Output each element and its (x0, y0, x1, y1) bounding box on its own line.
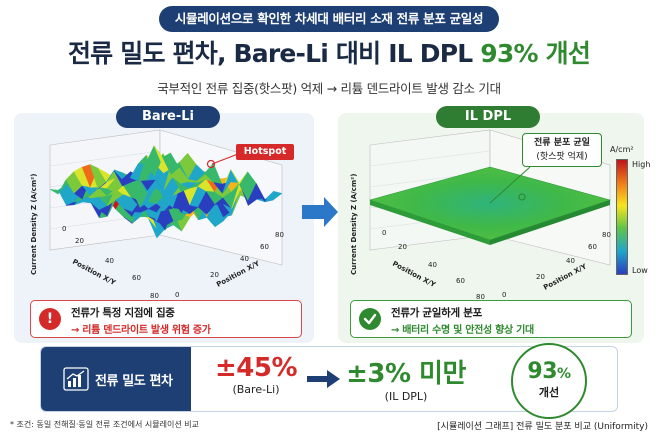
headline: 전류 밀도 편차, Bare-Li 대비 IL DPL 93% 개선 (0, 34, 658, 70)
left-tick-b0: 0 (175, 291, 179, 299)
right-tick-b2: 40 (566, 257, 575, 265)
left-tick-a1: 20 (75, 237, 84, 245)
graph-caption: [시뮬레이션 그래프] 전류 밀도 분포 비교 (Uniformity) (437, 422, 648, 432)
left-tick-a4: 80 (150, 292, 159, 300)
right-tick-a1: 20 (398, 243, 407, 251)
right-tick-b3: 60 (588, 243, 597, 251)
exclamation-icon: ! (39, 308, 61, 330)
bare-li-info-title: 전류가 특정 지점에 집중 (71, 307, 175, 319)
bare-li-info-box: ! 전류가 특정 지점에 집중 → 리튬 덴드라이트 발생 위험 증가 (30, 300, 302, 338)
left-tick-b2: 40 (240, 255, 249, 263)
left-z-axis-label: Current Density Z (A/cm²) (30, 174, 38, 275)
il-dpl-surface-plot: Current Density Z (A/cm²) Position X/Y P… (350, 129, 612, 301)
right-y-axis-label: Position X/Y (542, 262, 589, 292)
il-dpl-value: ±3% 미만 (346, 359, 466, 389)
il-dpl-stat: ±3% 미만 (IL DPL) (341, 353, 471, 403)
colorbar-gradient (616, 159, 628, 275)
bare-li-info-detail: → 리튬 덴드라이트 발생 위험 증가 (71, 325, 211, 336)
colorbar-legend: A/cm² High Low (604, 145, 654, 285)
improvement-unit: % (557, 366, 571, 382)
right-tick-b4: 80 (602, 231, 611, 239)
right-tick-b1: 20 (536, 273, 545, 281)
hotspot-pointer (206, 153, 239, 168)
il-dpl-name: (IL DPL) (384, 390, 428, 403)
improvement-label: 개선 (538, 386, 560, 399)
right-tick-b0: 0 (502, 291, 506, 299)
left-tick-b4: 80 (275, 231, 284, 239)
header-pill: 시뮬레이션으로 확인한 차세대 배터리 소재 전류 분포 균일성 (159, 6, 499, 32)
condition-footnote: * 조건: 동일 전해질·동일 전류 조건에서 시뮬레이션 비교 (10, 420, 199, 429)
left-tick-a2: 40 (105, 257, 114, 265)
bare-li-name: (Bare-Li) (232, 383, 280, 396)
il-dpl-info-detail: → 배터리 수명 및 안전성 향상 기대 (391, 325, 534, 336)
check-icon (359, 308, 381, 330)
colorbar-high-label: High (632, 160, 651, 169)
right-z-axis-label: Current Density Z (A/cm²) (350, 174, 358, 275)
left-tick-b3: 60 (260, 243, 269, 251)
uniform-callout: 전류 분포 균일 (핫스팟 억제) (522, 133, 602, 167)
bar-chart-icon (63, 367, 89, 391)
left-y-axis-label: Position X/Y (215, 259, 262, 289)
right-tick-a0: 0 (382, 229, 386, 237)
il-dpl-info-title: 전류가 균일하게 분포 (391, 307, 482, 319)
improvement-badge: 93% 개선 (511, 343, 587, 419)
headline-accent: 93% 개선 (480, 39, 591, 68)
summary-label-block: 전류 밀도 편차 (41, 347, 191, 411)
right-tick-a4: 80 (476, 293, 485, 301)
uniform-callout-line1: 전류 분포 균일 (534, 138, 590, 148)
headline-main: 전류 밀도 편차, Bare-Li 대비 IL DPL (67, 39, 481, 68)
il-dpl-info-box: 전류가 균일하게 분포 → 배터리 수명 및 안전성 향상 기대 (350, 300, 632, 338)
bare-li-surface-plot: Current Density Z (A/cm²) Position X/Y P… (30, 129, 284, 300)
left-tick-a3: 60 (132, 274, 141, 282)
summary-label: 전류 밀도 편차 (95, 374, 173, 389)
bare-li-value: ±45% (214, 353, 298, 383)
uniform-callout-line2: (핫스팟 억제) (536, 152, 588, 162)
left-tick-b1: 20 (210, 271, 219, 279)
hotspot-label: Hotspot (236, 144, 294, 160)
il-dpl-tag: IL DPL (436, 106, 540, 128)
left-tick-a0: 0 (62, 225, 66, 233)
subheadline: 국부적인 전류 집중(핫스팟) 억제 → 리튬 덴드라이트 발생 감소 기대 (157, 81, 501, 96)
colorbar-low-label: Low (632, 266, 648, 275)
transition-arrow-icon (302, 197, 338, 227)
improvement-number: 93 (527, 359, 558, 384)
right-tick-a3: 60 (456, 277, 465, 285)
summary-arrow-icon (307, 370, 340, 388)
bare-li-tag: Bare-Li (116, 106, 220, 128)
summary-bar: 전류 밀도 편차 ±45% (Bare-Li) ±3% 미만 (IL DPL) … (40, 343, 618, 419)
bare-li-stat: ±45% (Bare-Li) (201, 353, 311, 396)
colorbar-unit: A/cm² (610, 145, 634, 154)
right-tick-a2: 40 (428, 261, 437, 269)
